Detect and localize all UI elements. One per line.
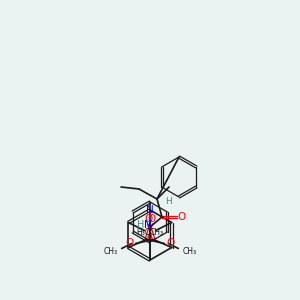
Text: O: O bbox=[125, 238, 134, 248]
Text: CH₃: CH₃ bbox=[149, 228, 164, 237]
Text: CH₃: CH₃ bbox=[103, 247, 118, 256]
Text: N: N bbox=[144, 220, 152, 230]
Text: H: H bbox=[137, 220, 145, 230]
Text: H₃C: H₃C bbox=[136, 228, 151, 237]
Text: N: N bbox=[146, 205, 154, 215]
Text: O: O bbox=[178, 212, 186, 222]
Text: O: O bbox=[145, 214, 153, 224]
Text: H: H bbox=[166, 197, 172, 206]
Text: O: O bbox=[166, 238, 175, 248]
Text: CH₃: CH₃ bbox=[182, 247, 197, 256]
Text: O: O bbox=[147, 214, 155, 224]
